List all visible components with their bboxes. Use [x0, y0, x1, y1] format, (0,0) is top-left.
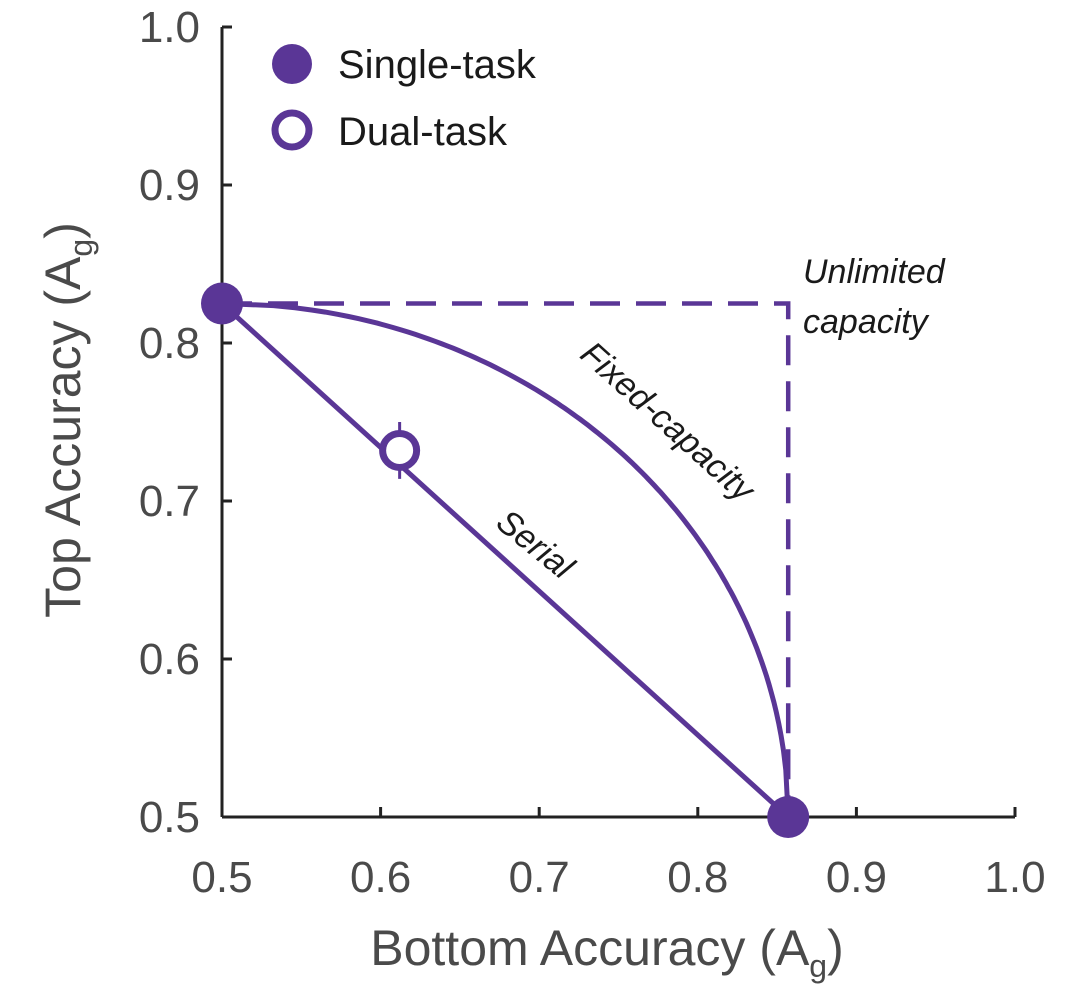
y-axis-title: Top Accuracy (Ag): [35, 222, 99, 618]
single-task-point: [767, 796, 810, 838]
fixed-capacity-curve: [221, 301, 791, 818]
y-tick-label: 0.5: [139, 793, 200, 842]
x-tick-label: 0.6: [350, 853, 411, 902]
fixed-capacity-label: Fixed-capacity: [573, 334, 763, 510]
marker-layer: [201, 282, 810, 838]
y-tick-label: 0.6: [139, 635, 200, 684]
y-axis-ticks: 0.5 0.6 0.7 0.8 0.9 1.0: [139, 3, 232, 842]
y-tick-label: 0.8: [139, 319, 200, 368]
x-axis-title: Bottom Accuracy (Ag): [370, 920, 844, 984]
serial-line: [220, 301, 790, 819]
legend: Single-task Dual-task: [271, 43, 537, 154]
axes: [220, 27, 1015, 819]
dual-task-point: [379, 429, 421, 471]
x-axis-ticks: 0.5 0.6 0.7 0.8 0.9 1.0: [191, 807, 1046, 902]
x-tick-label: 0.8: [667, 853, 728, 902]
y-tick-label: 1.0: [139, 3, 200, 52]
unlimited-capacity-line: [222, 301, 791, 817]
series-layer: [220, 301, 791, 819]
legend-single-task-marker: [272, 44, 312, 84]
x-tick-label: 0.7: [509, 853, 570, 902]
legend-dual-task-label: Dual-task: [338, 110, 508, 154]
legend-dual-task-marker: [271, 109, 313, 151]
y-tick-label: 0.9: [139, 161, 200, 210]
y-tick-label: 0.7: [139, 477, 200, 526]
x-tick-label: 0.5: [191, 853, 252, 902]
x-tick-label: 1.0: [984, 853, 1045, 902]
x-tick-label: 0.9: [826, 853, 887, 902]
unlimited-capacity-label: Unlimited capacity: [803, 253, 946, 341]
serial-label: Serial: [489, 502, 582, 587]
single-task-point: [201, 282, 243, 325]
legend-single-task-label: Single-task: [338, 43, 537, 87]
